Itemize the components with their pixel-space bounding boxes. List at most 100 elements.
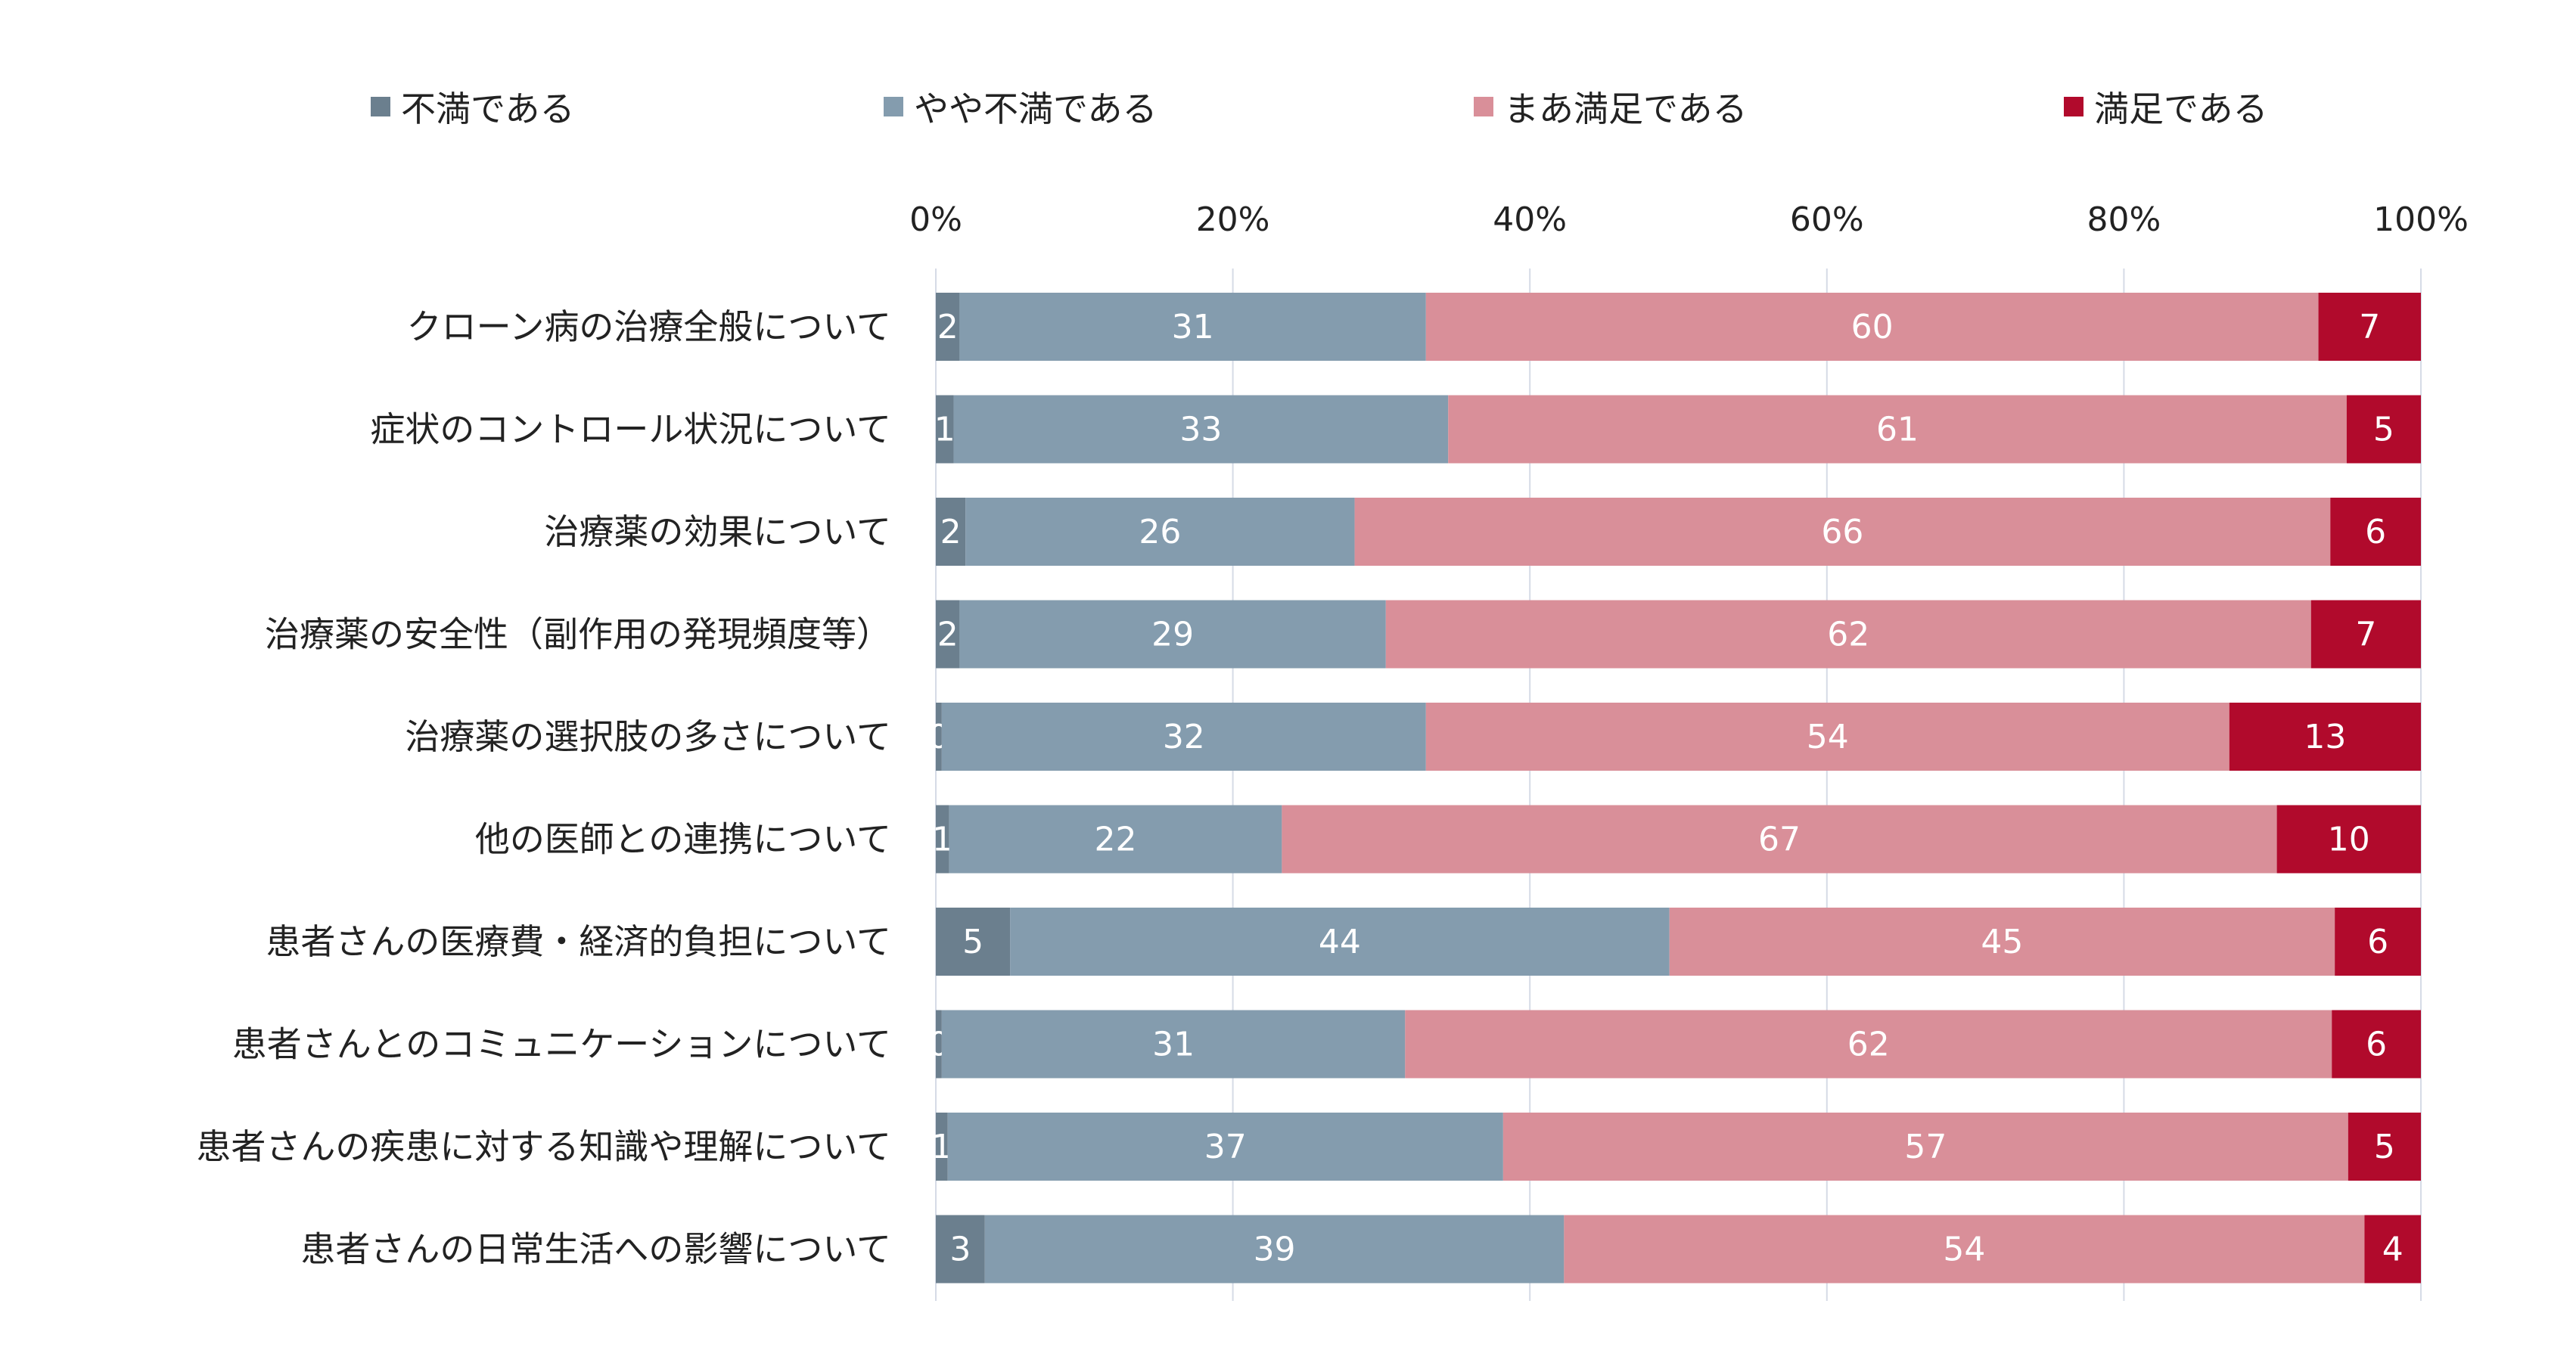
bar-segment bbox=[1425, 703, 2230, 771]
legend-label: 満足である bbox=[2094, 88, 2268, 129]
data-label: 37 bbox=[1204, 1128, 1247, 1166]
bar-segment bbox=[941, 1010, 1406, 1079]
legend-swatch bbox=[1474, 97, 1493, 116]
bar-segment bbox=[2346, 395, 2421, 464]
legend-item-somewhat-satisfied: まあ満足である bbox=[1474, 82, 1748, 132]
category-label: 患者さんの疾患に対する知識や理解について bbox=[196, 1126, 891, 1167]
x-tick-label: 80% bbox=[2087, 200, 2161, 239]
category-label: 他の医師との連携について bbox=[475, 819, 891, 860]
category-label: 患者さんとのコミュニケーションについて bbox=[232, 1024, 891, 1065]
bar-segment bbox=[1010, 908, 1670, 976]
data-label: 29 bbox=[1151, 616, 1194, 654]
x-tick-label: 0% bbox=[909, 200, 962, 239]
legend-swatch bbox=[371, 97, 390, 116]
bar-segment bbox=[936, 703, 942, 771]
data-label: 1 bbox=[934, 411, 956, 449]
data-label: 22 bbox=[1095, 821, 1137, 859]
bar-segment bbox=[953, 395, 1449, 464]
x-tick-label: 40% bbox=[1493, 200, 1567, 239]
bar-segment bbox=[959, 600, 1386, 669]
bar-segment bbox=[936, 600, 960, 669]
data-label: 6 bbox=[2365, 513, 2386, 551]
data-label: 54 bbox=[1807, 718, 1849, 756]
bar-segment bbox=[1669, 908, 2335, 976]
data-label: 5 bbox=[2374, 1128, 2395, 1166]
legend-label: やや不満である bbox=[914, 88, 1157, 129]
bar-segment bbox=[2364, 1215, 2421, 1284]
data-label: 44 bbox=[1319, 923, 1361, 961]
bar-segment bbox=[1282, 805, 2277, 874]
data-label: 7 bbox=[2355, 616, 2376, 654]
data-label: 2 bbox=[937, 616, 959, 654]
bar-segment bbox=[936, 395, 954, 464]
bar-segment bbox=[1502, 1113, 2348, 1181]
data-label: 60 bbox=[1851, 308, 1894, 346]
data-label: 62 bbox=[1827, 616, 1869, 654]
data-label: 54 bbox=[1943, 1231, 1985, 1269]
data-label: 66 bbox=[1821, 513, 1863, 551]
data-label: 6 bbox=[2366, 1026, 2387, 1064]
bar-segment bbox=[936, 908, 1011, 976]
legend-item-satisfied: 満足である bbox=[2064, 82, 2268, 132]
bar-segment bbox=[2335, 908, 2421, 976]
bar-segment bbox=[947, 1113, 1503, 1181]
bar-segment bbox=[1425, 293, 2319, 361]
data-label: 39 bbox=[1254, 1231, 1296, 1269]
data-label: 62 bbox=[1847, 1026, 1890, 1064]
data-label: 13 bbox=[2304, 718, 2346, 756]
data-label: 4 bbox=[2382, 1231, 2404, 1269]
bar-segment bbox=[965, 498, 1355, 566]
legend-label: まあ満足である bbox=[1504, 88, 1748, 129]
bar-segment bbox=[2318, 293, 2421, 361]
bar-segment bbox=[936, 498, 966, 566]
bar-segment bbox=[1354, 498, 2331, 566]
data-label: 6 bbox=[2367, 923, 2388, 961]
bar-segment bbox=[2348, 1113, 2421, 1181]
bar-segment bbox=[2310, 600, 2421, 669]
data-label: 2 bbox=[940, 513, 962, 551]
bar-segment bbox=[936, 1215, 985, 1284]
data-label: 33 bbox=[1179, 411, 1222, 449]
data-label: 67 bbox=[1758, 821, 1801, 859]
category-label: 症状のコントロール状況について bbox=[370, 409, 891, 450]
data-label: 61 bbox=[1876, 411, 1919, 449]
bar-segment bbox=[2229, 703, 2421, 771]
legend-label: 不満である bbox=[401, 88, 575, 129]
bar-segment bbox=[984, 1215, 1565, 1284]
category-label: 患者さんの医療費・経済的負担について bbox=[266, 921, 891, 962]
category-label: 治療薬の安全性（副作用の発現頻度等） bbox=[265, 614, 891, 655]
category-label: 治療薬の効果について bbox=[544, 511, 891, 552]
category-label: クローン病の治療全般について bbox=[407, 306, 891, 347]
bar-segment bbox=[1564, 1215, 2365, 1284]
bar-segment bbox=[2276, 805, 2421, 874]
bar-segment bbox=[949, 805, 1282, 874]
data-label: 31 bbox=[1172, 308, 1214, 346]
data-label: 31 bbox=[1152, 1026, 1195, 1064]
legend-item-dissatisfied: 不満である bbox=[371, 82, 575, 132]
data-label: 26 bbox=[1139, 513, 1181, 551]
bar-segment bbox=[2330, 498, 2421, 566]
data-label: 2 bbox=[937, 308, 959, 346]
legend-item-somewhat-dissatisfied: やや不満である bbox=[884, 82, 1157, 132]
data-label: 32 bbox=[1163, 718, 1205, 756]
x-tick-label: 60% bbox=[1790, 200, 1864, 239]
data-label: 7 bbox=[2359, 308, 2380, 346]
data-label: 5 bbox=[962, 923, 983, 961]
legend: 不満である やや不満である まあ満足である 満足である bbox=[0, 82, 2576, 129]
data-label: 10 bbox=[2328, 821, 2370, 859]
data-label: 57 bbox=[1904, 1128, 1947, 1166]
bar-segment bbox=[936, 805, 949, 874]
category-label: 治療薬の選択肢の多さについて bbox=[405, 716, 891, 757]
bar-segment bbox=[1385, 600, 2311, 669]
bar-segment bbox=[936, 1113, 948, 1181]
category-label: 患者さんの日常生活への影響について bbox=[300, 1229, 891, 1270]
bar-segment bbox=[1448, 395, 2347, 464]
bar-segment bbox=[2332, 1010, 2421, 1079]
x-tick-label: 20% bbox=[1196, 200, 1270, 239]
bar-segment bbox=[936, 293, 960, 361]
data-label: 3 bbox=[949, 1231, 971, 1269]
legend-swatch bbox=[2064, 97, 2083, 116]
bar-segment bbox=[959, 293, 1426, 361]
data-label: 5 bbox=[2373, 411, 2394, 449]
